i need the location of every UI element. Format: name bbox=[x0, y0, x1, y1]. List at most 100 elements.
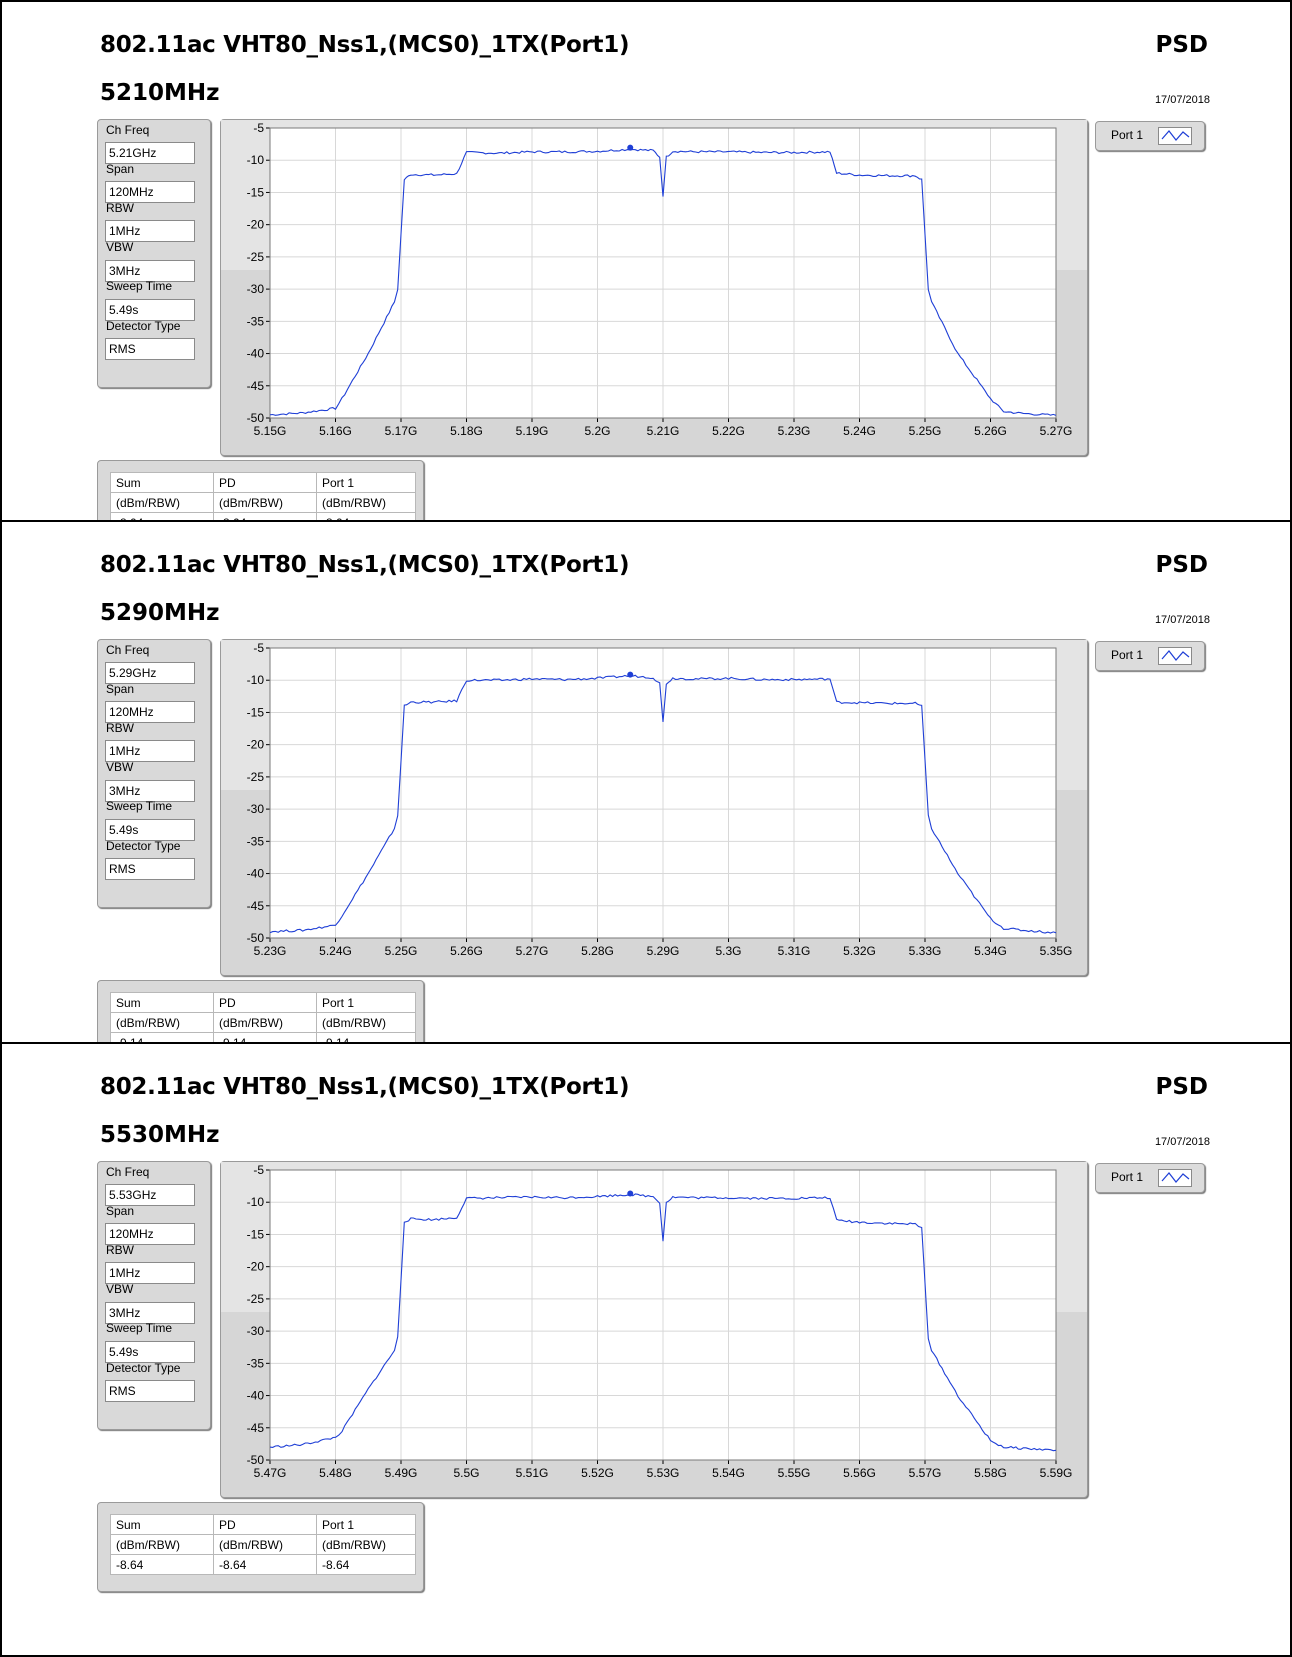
y-tick-label: -40 bbox=[247, 1389, 265, 1403]
results-cell: Sum bbox=[110, 472, 214, 493]
x-tick-label: 5.26G bbox=[450, 944, 483, 958]
param-label: Span bbox=[106, 1204, 135, 1218]
x-tick-label: 5.3G bbox=[715, 944, 741, 958]
param-value-field: 3MHz bbox=[105, 1302, 195, 1324]
report-date: 17/07/2018 bbox=[1154, 1136, 1210, 1148]
results-cell: (dBm/RBW) bbox=[213, 492, 317, 513]
y-tick-label: -5 bbox=[253, 121, 264, 135]
peak-marker bbox=[627, 144, 634, 151]
x-tick-label: 5.24G bbox=[843, 424, 876, 438]
chart-legend[interactable]: Port 1 bbox=[1095, 1163, 1205, 1193]
results-row-values: -8.64 -8.64 -8.64 bbox=[110, 1554, 416, 1575]
x-tick-label: 5.58G bbox=[974, 1466, 1007, 1480]
param-value-field: 5.49s bbox=[105, 1341, 195, 1363]
param-value-field: 1MHz bbox=[105, 220, 195, 242]
x-tick-label: 5.23G bbox=[254, 944, 287, 958]
results-cell: -8.64 bbox=[316, 1554, 416, 1575]
y-tick-label: -35 bbox=[247, 314, 265, 328]
peak-marker bbox=[627, 671, 634, 678]
results-cell: -8.64 bbox=[213, 1554, 317, 1575]
y-tick-label: -50 bbox=[247, 1453, 265, 1467]
psd-chart-svg: 5.15G 5.16G 5.17G 5.18G 5.19G 5.2G 5.21G 5.22G 5… bbox=[221, 120, 1087, 438]
param-label: Detector Type bbox=[106, 1361, 181, 1375]
results-cell: -8.64 bbox=[110, 1554, 214, 1575]
y-tick-label: -15 bbox=[247, 185, 265, 199]
channel-frequency-heading: 5210MHz bbox=[100, 80, 220, 106]
results-cell: (dBm/RBW) bbox=[213, 1012, 317, 1033]
y-tick-label: -45 bbox=[247, 379, 265, 393]
legend-label: Port 1 bbox=[1111, 128, 1144, 142]
param-label: RBW bbox=[106, 1243, 134, 1257]
results-cell: Sum bbox=[110, 992, 214, 1013]
param-label: Ch Freq bbox=[106, 123, 150, 137]
plot-border bbox=[269, 127, 1057, 419]
line-trace-icon[interactable] bbox=[1158, 647, 1192, 665]
y-tick-label: -10 bbox=[247, 673, 265, 687]
results-row-units: (dBm/RBW) (dBm/RBW) (dBm/RBW) bbox=[110, 492, 416, 513]
results-row-headers: Sum PD Port 1 bbox=[110, 992, 416, 1013]
x-tick-label: 5.57G bbox=[909, 1466, 942, 1480]
param-label: Ch Freq bbox=[106, 643, 150, 657]
psd-chart: 5.23G 5.24G 5.25G 5.26G 5.27G 5.28G 5.29G 5.3G 5… bbox=[220, 639, 1088, 976]
y-tick-label: -15 bbox=[247, 705, 265, 719]
line-trace-icon-graphic bbox=[1161, 650, 1190, 661]
y-tick-label: -15 bbox=[247, 1227, 265, 1241]
x-tick-label: 5.28G bbox=[581, 944, 614, 958]
results-cell: (dBm/RBW) bbox=[213, 1534, 317, 1555]
x-tick-label: 5.48G bbox=[319, 1466, 352, 1480]
x-tick-label: 5.29G bbox=[647, 944, 680, 958]
param-label: Span bbox=[106, 162, 135, 176]
chart-legend[interactable]: Port 1 bbox=[1095, 641, 1205, 671]
legend-line-swatch bbox=[1161, 130, 1190, 141]
param-label: Detector Type bbox=[106, 319, 181, 333]
psd-label: PSD bbox=[1155, 1074, 1208, 1100]
x-tick-label: 5.5G bbox=[453, 1466, 479, 1480]
param-value-field: 5.49s bbox=[105, 299, 195, 321]
psd-label: PSD bbox=[1155, 32, 1208, 58]
param-value-field: 120MHz bbox=[105, 1223, 195, 1245]
line-trace-icon-graphic bbox=[1161, 130, 1190, 141]
param-value-field: 5.21GHz bbox=[105, 142, 195, 164]
param-label: VBW bbox=[106, 240, 134, 254]
channel-frequency-heading: 5290MHz bbox=[100, 600, 220, 626]
y-tick-label: -25 bbox=[247, 770, 265, 784]
x-tick-label: 5.55G bbox=[778, 1466, 811, 1480]
results-row-headers: Sum PD Port 1 bbox=[110, 1514, 416, 1535]
y-tick-label: -50 bbox=[247, 411, 265, 425]
param-value-field: 5.53GHz bbox=[105, 1184, 195, 1206]
x-tick-label: 5.49G bbox=[385, 1466, 418, 1480]
results-cell: Port 1 bbox=[316, 1514, 416, 1535]
results-cell: (dBm/RBW) bbox=[110, 1534, 214, 1555]
x-tick-label: 5.34G bbox=[974, 944, 1007, 958]
param-value-field: 1MHz bbox=[105, 1262, 195, 1284]
chart-legend[interactable]: Port 1 bbox=[1095, 121, 1205, 151]
param-value-field: 3MHz bbox=[105, 260, 195, 282]
x-tick-label: 5.21G bbox=[647, 424, 680, 438]
report-section: 802.11ac VHT80_Nss1,(MCS0)_1TX(Port1) PSD… bbox=[0, 520, 1292, 1070]
results-cell: Port 1 bbox=[316, 992, 416, 1013]
results-cell: (dBm/RBW) bbox=[110, 492, 214, 513]
channel-frequency-heading: 5530MHz bbox=[100, 1122, 220, 1148]
section-title: 802.11ac VHT80_Nss1,(MCS0)_1TX(Port1) bbox=[100, 552, 630, 578]
measurement-parameters-panel: Ch Freq 5.53GHz Span 120MHz RBW 1MHz VBW 3MHz Sw… bbox=[97, 1161, 211, 1430]
psd-chart-svg: 5.23G 5.24G 5.25G 5.26G 5.27G 5.28G 5.29G 5.3G 5… bbox=[221, 640, 1087, 958]
x-tick-label: 5.2G bbox=[584, 424, 610, 438]
psd-trace-port1 bbox=[269, 1193, 1057, 1452]
param-value-field: RMS bbox=[105, 858, 195, 880]
y-tick-label: -35 bbox=[247, 834, 265, 848]
y-tick-label: -25 bbox=[247, 1292, 265, 1306]
y-tick-label: -40 bbox=[247, 347, 265, 361]
y-tick-label: -10 bbox=[247, 1195, 265, 1209]
section-title: 802.11ac VHT80_Nss1,(MCS0)_1TX(Port1) bbox=[100, 32, 630, 58]
results-cell: (dBm/RBW) bbox=[316, 1012, 416, 1033]
param-label: VBW bbox=[106, 1282, 134, 1296]
measurement-parameters-panel: Ch Freq 5.29GHz Span 120MHz RBW 1MHz VBW 3MHz Sw… bbox=[97, 639, 211, 908]
line-trace-icon[interactable] bbox=[1158, 127, 1192, 145]
line-trace-icon[interactable] bbox=[1158, 1169, 1192, 1187]
y-tick-label: -5 bbox=[253, 1163, 264, 1177]
peak-marker bbox=[627, 1190, 634, 1197]
y-tick-label: -35 bbox=[247, 1356, 265, 1370]
line-trace-icon-graphic bbox=[1161, 1172, 1190, 1183]
